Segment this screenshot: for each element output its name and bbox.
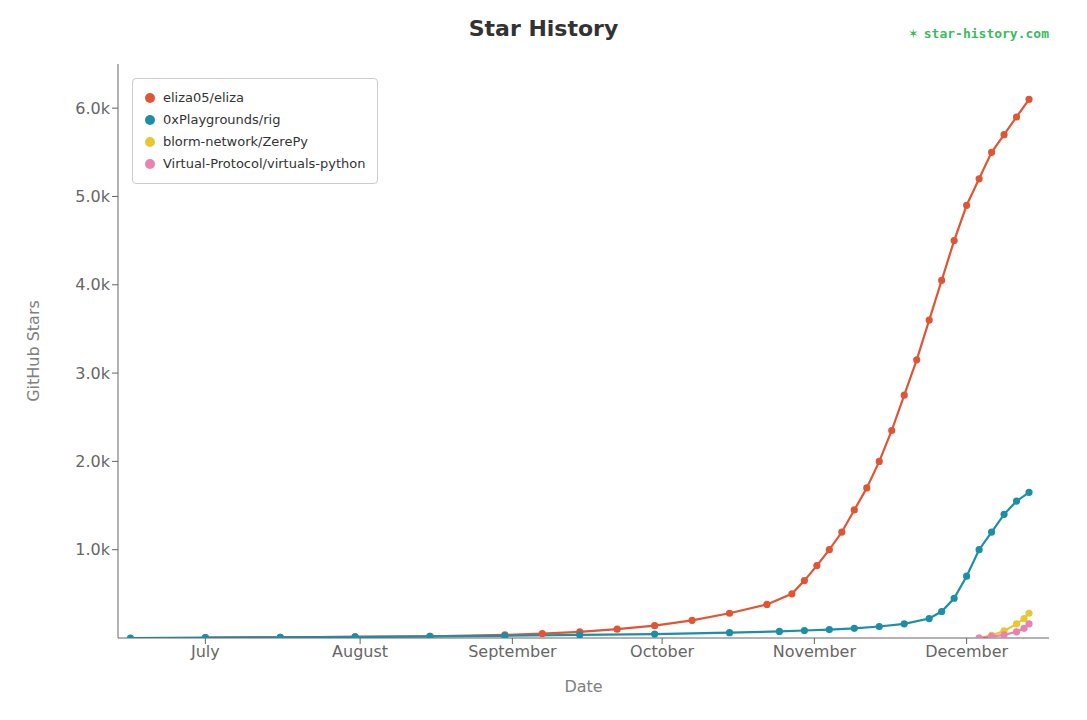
svg-text:September: September	[468, 642, 557, 661]
svg-text:4.0k: 4.0k	[75, 275, 110, 294]
html-text:✶ star-history.com: ✶ star-history.com	[908, 24, 1049, 42]
html-text:blorm-network/ZerePy: blorm-network/ZerePy	[163, 134, 308, 149]
svg-text:2.0k: 2.0k	[75, 452, 110, 471]
html-text:Star History: Star History	[468, 15, 619, 41]
svg-text:Date: Date	[564, 677, 602, 696]
svg-text:1.0k: 1.0k	[75, 540, 110, 559]
svg-text:July: July	[190, 642, 220, 661]
svg-text:November: November	[773, 642, 857, 661]
svg-text:6.0k: 6.0k	[75, 99, 110, 118]
html-text:eliza05/eliza: eliza05/eliza	[163, 90, 244, 105]
svg-text:August: August	[332, 642, 388, 661]
html-text:0xPlaygrounds/rig: 0xPlaygrounds/rig	[163, 112, 281, 127]
svg-text:GitHub Stars: GitHub Stars	[24, 300, 43, 402]
svg-text:October: October	[630, 642, 694, 661]
html-text:Virtual-Protocol/virtuals-pyth: Virtual-Protocol/virtuals-python	[163, 156, 366, 171]
svg-text:December: December	[925, 642, 1008, 661]
svg-text:3.0k: 3.0k	[75, 364, 110, 383]
svg-text:5.0k: 5.0k	[75, 187, 110, 206]
